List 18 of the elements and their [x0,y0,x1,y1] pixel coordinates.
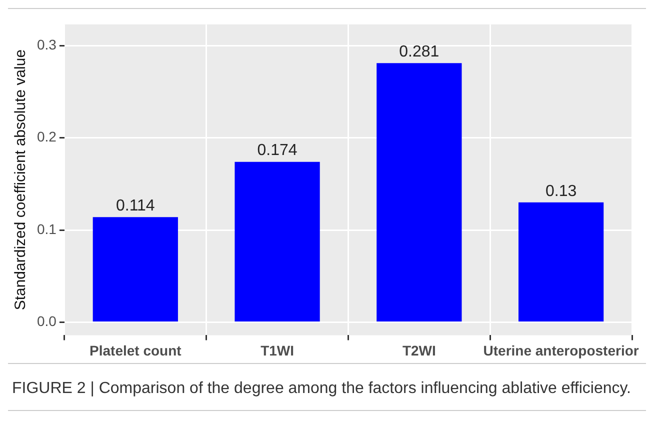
data-label: 0.174 [257,142,298,160]
x-tick-label: Platelet count [90,342,182,358]
x-tick-label: T2WI [402,342,436,358]
y-tick-label: 0.1 [36,220,57,237]
bar [234,162,320,322]
bar [376,63,462,322]
x-tick-label: Uterine anteroposterior [483,342,640,358]
caption: FIGURE 2 | Comparison of the degree among the factors influencing ablative efficiency. [12,379,632,399]
data-label: 0.281 [399,44,440,61]
y-tick-label: 0.3 [36,36,57,52]
bar [518,202,604,322]
y-tick-label: 0.2 [36,128,57,145]
data-label: 0.13 [545,182,577,200]
y-axis-title: Standardized coefficient absolute value [12,49,30,310]
x-tick-label: T1WI [260,342,294,358]
y-tick-label: 0.0 [36,313,57,330]
data-label: 0.114 [116,198,155,215]
bar [92,217,178,322]
